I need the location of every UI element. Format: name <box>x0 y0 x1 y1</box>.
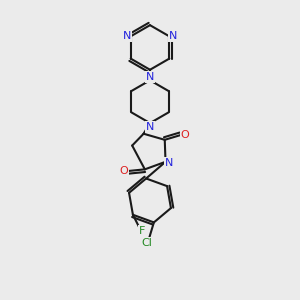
Text: N: N <box>146 72 154 82</box>
Text: O: O <box>119 166 128 176</box>
Text: N: N <box>146 122 154 132</box>
Text: F: F <box>139 226 145 236</box>
Text: N: N <box>123 31 131 41</box>
Text: N: N <box>165 158 174 168</box>
Text: N: N <box>169 31 177 41</box>
Text: O: O <box>181 130 190 140</box>
Text: Cl: Cl <box>141 238 152 248</box>
